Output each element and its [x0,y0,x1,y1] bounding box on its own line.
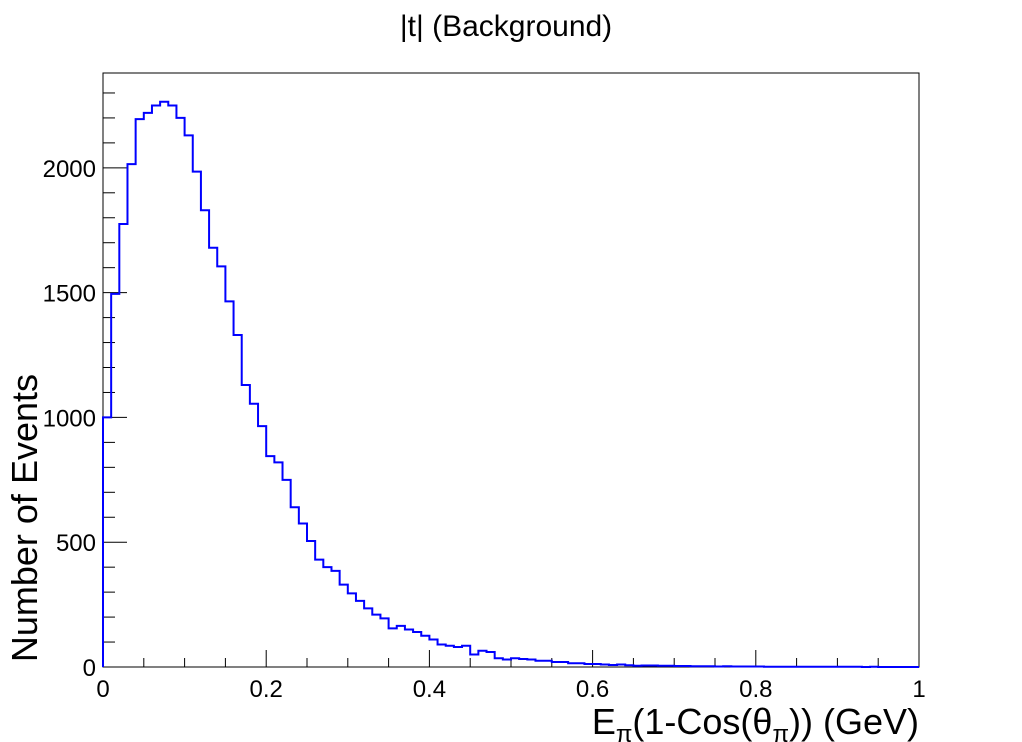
x-axis-label: Eπ(1-Cos(θπ)) (GeV) [592,701,919,742]
x-tick-label: 0.6 [576,676,609,703]
histogram-series-line [102,100,919,668]
y-axis-ticks [103,92,127,668]
x-tick-label: 1 [912,676,925,703]
y-tick-label: 1500 [43,281,96,308]
y-tick-label: 0 [83,655,96,682]
plot-frame [102,72,920,668]
x-tick-label: 0.2 [250,676,283,703]
x-tick-label: 0.4 [413,676,446,703]
y-tick-label: 500 [56,530,96,557]
x-axis-tick-labels: 0 0.2 0.4 0.6 0.8 1 [96,676,925,703]
x-axis-ticks [102,650,920,667]
x-tick-label: 0.8 [739,676,772,703]
chart-title: |t| (Background) [400,10,612,43]
x-tick-label: 0 [96,676,109,703]
y-axis-tick-labels: 0 500 1000 1500 2000 [43,156,96,682]
y-tick-label: 1000 [43,405,96,432]
y-tick-label: 2000 [43,156,96,183]
y-axis-label: Number of Events [4,374,45,662]
